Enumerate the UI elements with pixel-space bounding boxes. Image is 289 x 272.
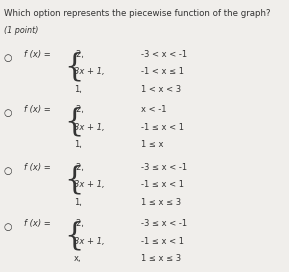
Text: -3 ≤ x < -1: -3 ≤ x < -1 (141, 163, 188, 172)
Text: ○: ○ (4, 222, 12, 232)
Text: -1 ≤ x < 1: -1 ≤ x < 1 (141, 123, 184, 132)
Text: -1 < x ≤ 1: -1 < x ≤ 1 (141, 67, 184, 76)
Text: f (x) =: f (x) = (24, 220, 51, 228)
Text: -2,: -2, (74, 50, 85, 59)
Text: ○: ○ (4, 108, 12, 118)
Text: 1 ≤ x ≤ 3: 1 ≤ x ≤ 3 (141, 255, 181, 264)
Text: (1 point): (1 point) (4, 26, 38, 35)
Text: 3x + 1,: 3x + 1, (74, 67, 104, 76)
Text: x < -1: x < -1 (141, 105, 167, 114)
Text: 3x + 1,: 3x + 1, (74, 237, 104, 246)
Text: 1 ≤ x: 1 ≤ x (141, 140, 164, 149)
Text: 3x + 1,: 3x + 1, (74, 180, 104, 189)
Text: -1 ≤ x < 1: -1 ≤ x < 1 (141, 237, 184, 246)
Text: 1,: 1, (74, 85, 82, 94)
Text: ○: ○ (4, 52, 12, 63)
Text: {: { (64, 106, 84, 137)
Text: x,: x, (74, 255, 81, 264)
Text: 1,: 1, (74, 198, 82, 207)
Text: 1 < x < 3: 1 < x < 3 (141, 85, 181, 94)
Text: -1 ≤ x < 1: -1 ≤ x < 1 (141, 180, 184, 189)
Text: {: { (64, 164, 84, 195)
Text: f (x) =: f (x) = (24, 50, 51, 59)
Text: {: { (64, 221, 84, 252)
Text: 1,: 1, (74, 140, 82, 149)
Text: 3x + 1,: 3x + 1, (74, 123, 104, 132)
Text: -2,: -2, (74, 105, 85, 114)
Text: f (x) =: f (x) = (24, 163, 51, 172)
Text: f (x) =: f (x) = (24, 105, 51, 114)
Text: 1 ≤ x ≤ 3: 1 ≤ x ≤ 3 (141, 198, 181, 207)
Text: -2,: -2, (74, 163, 85, 172)
Text: -3 ≤ x < -1: -3 ≤ x < -1 (141, 220, 188, 228)
Text: -2,: -2, (74, 220, 85, 228)
Text: ○: ○ (4, 166, 12, 176)
Text: {: { (64, 51, 84, 82)
Text: -3 < x < -1: -3 < x < -1 (141, 50, 188, 59)
Text: Which option represents the piecewise function of the graph?: Which option represents the piecewise fu… (4, 10, 270, 18)
